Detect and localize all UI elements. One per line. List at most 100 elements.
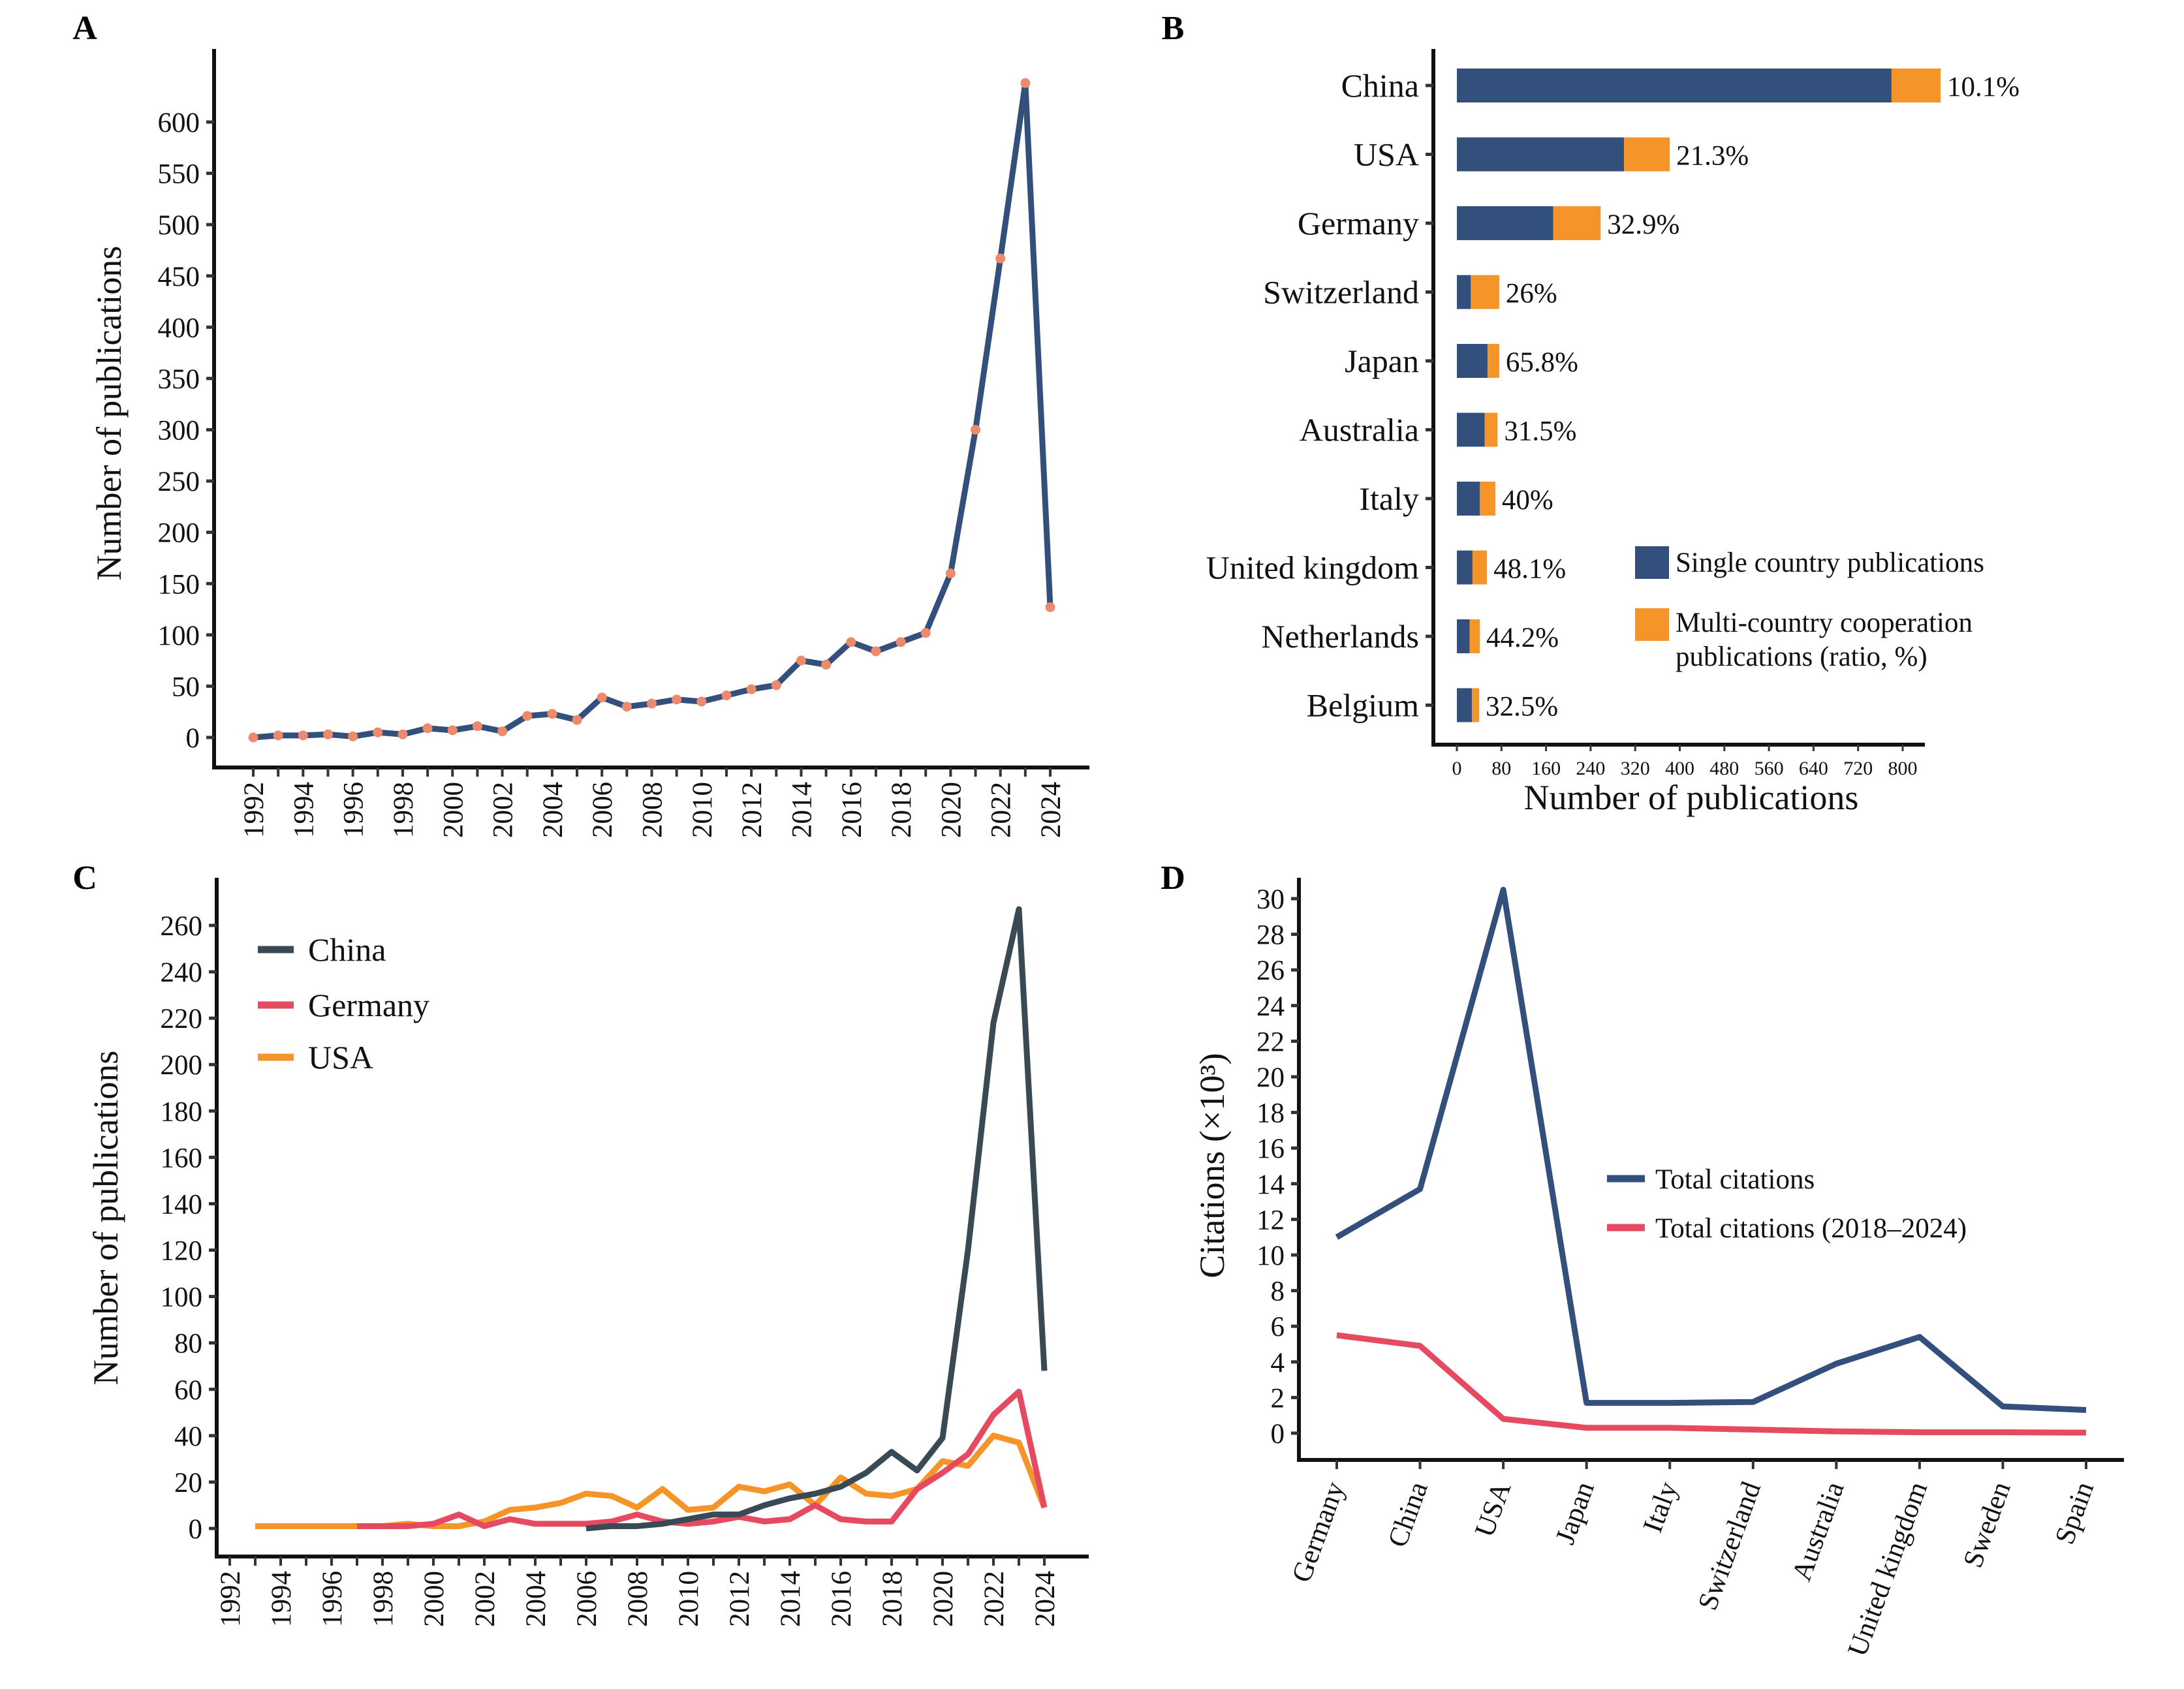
data-point-1993 [273,730,283,741]
x-tick-label: 2018 [886,782,917,838]
y-tick-label: 240 [161,957,203,988]
category-label: Switzerland [1263,274,1419,311]
x-tick-label: Switzerland [1693,1478,1767,1614]
x-tick-label: Germany [1287,1478,1351,1587]
category-label: Australia [1300,412,1419,448]
y-axis-title: Number of publications [86,1051,125,1386]
data-point-2006 [597,692,607,703]
bar-multi-Netherlands [1469,619,1480,653]
y-tick-label: 10 [1256,1241,1285,1271]
y-tick-label: 0 [189,1514,203,1545]
x-tick-label: 2000 [419,1571,450,1627]
y-tick-label: 6 [1271,1312,1285,1342]
data-point-2010 [696,696,707,707]
x-tick-label: 480 [1709,758,1739,779]
y-tick-label: 8 [1271,1277,1285,1307]
publications-line [253,80,1053,741]
y-tick-label: 400 [158,313,200,343]
x-tick-label: Spain [2050,1478,2100,1548]
bar-multi-Japan [1487,344,1499,378]
x-tick-label: China [1382,1478,1434,1551]
data-point-2002 [497,726,508,737]
ratio-label: 32.9% [1607,209,1679,240]
bar-multi-Switzerland [1471,275,1499,309]
data-point-1992 [248,732,258,743]
bar-multi-United kingdom [1472,550,1488,585]
data-point-2001 [472,721,482,732]
y-tick-label: 0 [186,723,200,754]
x-tick-label: 1992 [239,782,270,838]
x-tick-label: 2010 [687,782,718,838]
data-point-2015 [821,659,832,670]
x-tick-label: 400 [1665,758,1694,779]
data-point-2011 [721,690,732,701]
x-axis-title: Number of publications [1524,778,1859,817]
bar-multi-Australia [1484,412,1498,447]
category-label: Germany [1298,205,1419,241]
y-tick-label: 24 [1256,991,1285,1022]
y-tick-label: 200 [158,518,200,549]
bar-multi-Germany [1553,206,1601,240]
y-tick-label: 26 [1256,955,1285,986]
panel-a-chart: 0 50 100 150 200 250 300 350 400 450 500 550 600 1992… [89,49,1089,838]
legend-label-1: Total citations (2018–2024) [1655,1213,1967,1244]
bar-multi-Belgium [1472,688,1480,722]
x-tick-label: 240 [1576,758,1605,779]
y-tick-label: 500 [158,210,200,241]
y-tick-label: 16 [1256,1134,1285,1164]
category-label: Italy [1359,480,1419,517]
x-tick-label: 2004 [538,782,569,838]
x-tick-label: 2008 [623,1571,653,1627]
data-point-2012 [746,684,757,694]
bar-single-China [1457,69,1892,102]
data-point-2013 [771,680,781,690]
y-tick-label: 260 [161,911,203,942]
data-point-2014 [796,655,806,666]
category-label: Japan [1345,343,1419,379]
series-line-recent-citations [1336,1332,2087,1436]
y-tick-label: 18 [1256,1098,1285,1129]
x-tick-label: 2016 [826,1571,857,1627]
data-point-2005 [572,715,582,725]
x-tick-label: 2010 [674,1571,704,1627]
data-point-2007 [621,702,632,712]
y-tick-label: 250 [158,467,200,497]
x-tick-label: Japan [1550,1478,1600,1548]
x-tick-label: 2002 [488,782,519,838]
x-tick-label: 80 [1491,758,1511,779]
data-point-2024 [1045,602,1055,612]
bar-single-Japan [1457,344,1488,378]
data-point-2023 [1020,78,1031,88]
x-tick-label: 1998 [388,782,419,838]
y-tick-label: 220 [161,1004,203,1034]
data-point-2020 [945,568,956,579]
y-tick-label: 14 [1256,1170,1285,1200]
ratio-label: 65.8% [1506,347,1578,378]
x-tick-label: 2006 [587,782,618,838]
ratio-label: 40% [1502,485,1553,516]
x-tick-label: 2022 [979,1571,1010,1627]
x-tick-label: 160 [1531,758,1561,779]
x-tick-label: 2024 [1030,1571,1061,1627]
data-point-2018 [896,637,906,647]
y-tick-label: 4 [1271,1348,1285,1378]
panel-c-chart: 0 20 40 60 80 100 120 140 160 180 200 220 240 260 1992… [86,878,1089,1627]
y-tick-label: 20 [1256,1062,1285,1093]
category-label: Netherlands [1261,618,1419,655]
x-tick-label: 2020 [936,782,967,838]
panel-letter-C: C [72,860,97,897]
data-point-2003 [522,711,533,721]
x-tick-label: 1992 [215,1571,246,1627]
x-tick-label: 2008 [638,782,668,838]
bar-multi-Italy [1480,482,1495,516]
x-tick-label: 2014 [787,782,817,838]
y-tick-label: 60 [174,1375,202,1406]
y-tick-label: 100 [161,1282,203,1313]
x-tick-label: 1996 [339,782,369,838]
ratio-label: 21.3% [1676,141,1749,172]
data-point-1997 [373,727,383,737]
data-point-2004 [547,709,557,719]
x-tick-label: 320 [1621,758,1650,779]
legend-label-multi-line1: Multi-country cooperation [1676,608,1973,638]
x-tick-label: 2012 [725,1571,755,1627]
